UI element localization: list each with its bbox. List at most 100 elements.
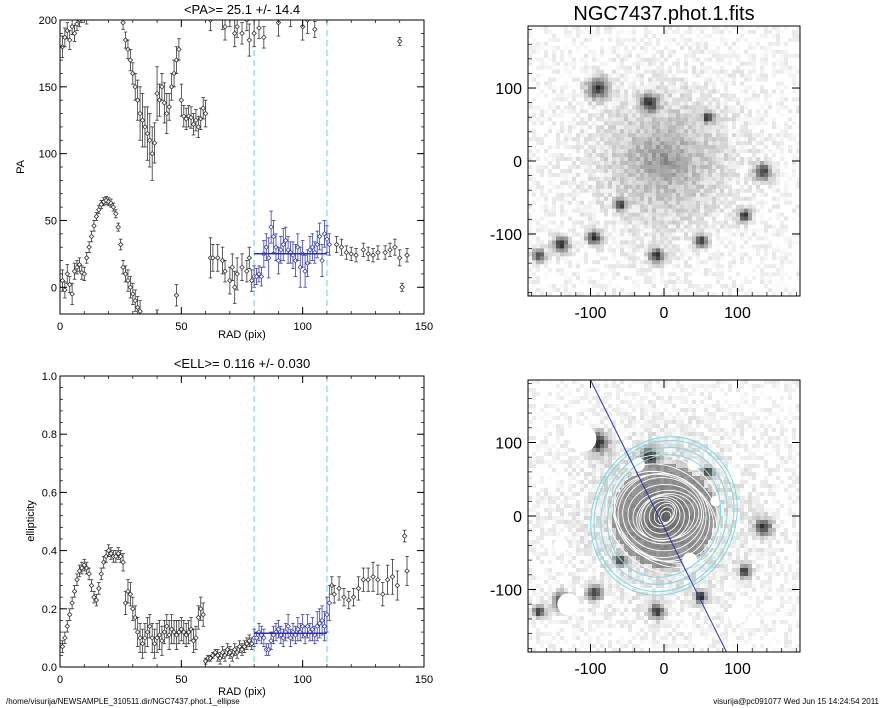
img1-pixel: [664, 157, 669, 162]
img1-pixel: [592, 248, 597, 253]
img1-pixel: [544, 121, 549, 126]
img1-pixel: [752, 37, 757, 43]
img1-pixel: [556, 73, 561, 78]
img1-pixel: [732, 113, 737, 118]
img1-pixel: [584, 69, 589, 74]
img1-pixel: [748, 109, 753, 114]
img1-pixel: [620, 149, 625, 154]
img1-pixel: [760, 192, 765, 198]
img1-pixel: [600, 57, 605, 63]
img1-pixel: [780, 264, 785, 269]
img1-pixel: [596, 244, 601, 249]
img1-pixel: [756, 89, 761, 94]
img1-pixel: [772, 129, 777, 134]
img1-pixel: [612, 117, 617, 122]
img1-pixel: [676, 57, 681, 63]
img1-pixel: [560, 26, 565, 31]
img1-pixel: [756, 93, 761, 98]
img1-pixel: [564, 85, 569, 90]
img1-pixel: [696, 260, 701, 265]
img1-pixel: [580, 26, 585, 31]
img1-pixel: [628, 105, 633, 110]
img1-pixel: [748, 69, 753, 74]
img1-pixel: [692, 77, 697, 82]
img1-pixel: [608, 224, 613, 229]
img1-pixel: [792, 53, 797, 59]
img1-pixel: [664, 105, 669, 110]
img1-pixel: [724, 252, 729, 257]
img1-pixel: [600, 232, 605, 237]
img1-pixel: [688, 57, 693, 63]
img1-pixel: [704, 109, 709, 114]
img1-pixel: [556, 41, 561, 47]
img1-pixel: [580, 161, 585, 166]
img1-pixel: [640, 172, 645, 178]
img1-pixel: [744, 153, 749, 158]
img1-pixel: [552, 264, 557, 269]
img1-pixel: [692, 260, 697, 265]
img1-pixel: [684, 264, 689, 269]
ell-point-52: [185, 620, 192, 645]
img1-pixel: [536, 256, 541, 261]
img1-pixel: [684, 248, 689, 253]
img1-pixel: [612, 196, 617, 202]
img1-pixel: [752, 73, 757, 78]
img1-pixel: [712, 212, 717, 217]
img1-pixel: [708, 61, 713, 67]
img1-pixel: [596, 184, 601, 190]
img1-pixel: [568, 200, 573, 205]
img1-pixel: [636, 264, 641, 269]
img1-pixel: [556, 264, 561, 269]
img1-pixel: [672, 121, 677, 126]
img1-pixel: [572, 149, 577, 154]
img1-pixel: [684, 133, 689, 138]
img1-pixel: [576, 232, 581, 237]
img1-pixel: [572, 153, 577, 158]
img1-pixel: [692, 212, 697, 217]
img1-pixel: [724, 33, 729, 39]
img1-pixel: [736, 184, 741, 190]
img1-pixel: [552, 121, 557, 126]
img1-pixel: [656, 268, 661, 273]
img1-pixel: [796, 109, 800, 114]
img1-pixel: [580, 220, 585, 225]
img1-pixel: [552, 81, 557, 86]
img1-pixel: [664, 121, 669, 126]
img1-pixel: [776, 121, 781, 126]
img1-pixel: [572, 113, 577, 118]
img1-pixel: [600, 176, 605, 182]
img1-pixel: [568, 244, 573, 249]
img1-pixel: [720, 49, 725, 55]
img1-pixel: [704, 176, 709, 182]
img1-pixel: [664, 53, 669, 59]
img1-pixel: [660, 89, 665, 94]
img1-pixel: [600, 65, 605, 70]
img1-pixel: [604, 240, 609, 245]
img1-pixel: [656, 77, 661, 82]
img1-pixel: [688, 149, 693, 154]
img1-pixel: [712, 260, 717, 265]
img1-pixel: [704, 85, 709, 90]
img1-pixel: [528, 180, 533, 186]
img1-pixel: [780, 164, 785, 170]
img1-pixel: [780, 109, 785, 114]
img1-pixel: [744, 161, 749, 166]
img1-pixel: [608, 69, 613, 74]
img1-pixel: [656, 141, 661, 146]
img1-pixel: [680, 196, 685, 202]
img1-pixel: [620, 45, 625, 51]
img1-pixel: [732, 149, 737, 154]
img1-pixel: [556, 172, 561, 178]
img1-pixel: [720, 121, 725, 126]
img1-pixel: [568, 121, 573, 126]
img1-pixel: [676, 236, 681, 241]
img1-pixel: [632, 69, 637, 74]
img1-pixel: [600, 61, 605, 67]
img1-pixel: [768, 244, 773, 249]
img1-pixel: [592, 109, 597, 114]
img1-pixel: [640, 260, 645, 265]
img1-pixel: [788, 260, 793, 265]
img1-pixel: [572, 105, 577, 110]
img1-pixel: [724, 149, 729, 154]
img1-pixel: [644, 157, 649, 162]
